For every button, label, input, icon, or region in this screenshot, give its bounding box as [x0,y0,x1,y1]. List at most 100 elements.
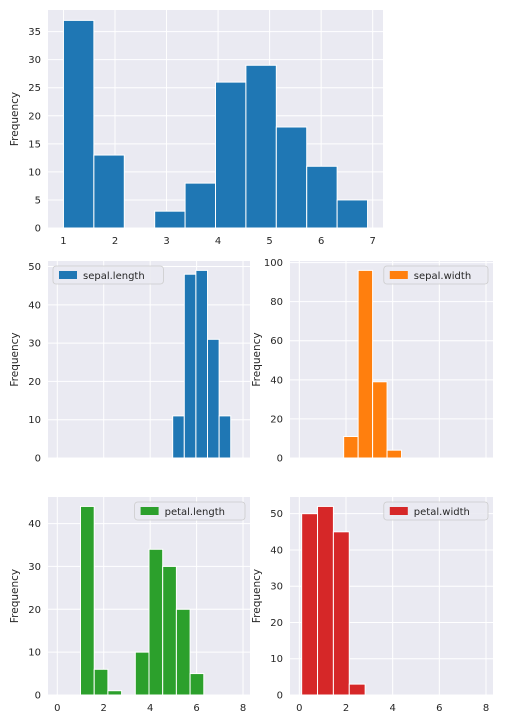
legend-box [383,265,489,285]
y-tick-label: 10 [270,654,283,665]
y-tick-label: 10 [28,648,41,659]
y-tick-label: 20 [270,618,283,629]
y-tick-label: 40 [28,300,41,311]
histogram-bar [175,608,191,696]
x-tick-label: 7 [370,236,376,247]
y-axis-label: Frequency [9,332,21,386]
x-tick-label: 6 [318,236,324,247]
histogram-bar [215,81,247,229]
y-tick-label: 30 [28,339,41,350]
x-tick-label: 2 [112,236,118,247]
histogram-bar [386,449,403,459]
y-tick-label: 50 [28,262,41,273]
histogram-bar [245,64,277,229]
y-tick-label: 40 [270,375,283,386]
y-tick-label: 20 [28,605,41,616]
x-tick-label: 5 [266,236,272,247]
y-tick-label: 80 [270,297,283,308]
x-tick-label: 0 [296,703,302,714]
subplot-1: 0 5 10 15 20 25 30 35 1 2 3 4 5 6 7 Frequency [9,10,383,247]
y-tick-label: 20 [28,377,41,388]
histogram-bar [207,338,220,459]
histogram-bar [372,381,388,459]
y-tick-label: 0 [35,224,41,235]
histogram-bar [348,683,366,696]
histogram-bar [332,531,350,696]
legend: sepal.width [383,265,489,285]
x-tick-label: 4 [389,703,395,714]
y-tick-label: 0 [35,691,41,702]
subplot-4: 0 10 20 30 40 0 2 4 6 8 Frequency petal.length [9,497,250,714]
histogram-bar [148,548,164,696]
legend-swatch [59,271,77,279]
y-tick-label: 40 [28,519,41,530]
legend-swatch [389,271,408,279]
histogram-bar [301,513,319,696]
y-tick-label: 30 [28,55,41,66]
histogram-bar [107,690,123,696]
legend-swatch [389,507,408,515]
legend: petal.width [383,501,489,521]
histogram-bar [343,436,359,459]
x-tick-label: 4 [147,703,153,714]
y-axis-label: Frequency [9,569,21,623]
histogram-bar [218,415,232,459]
histogram-bar [317,505,334,696]
legend-label: sepal.length [83,271,145,282]
x-tick-label: 3 [163,236,169,247]
y-axis-label: Frequency [251,332,263,386]
y-tick-label: 40 [270,545,283,556]
y-axis-label: Frequency [9,92,21,146]
histogram-bar [93,154,125,229]
histogram-bar [172,415,185,459]
y-tick-label: 0 [35,454,41,465]
subplot-5: 0 10 20 30 40 50 0 2 4 6 8 Frequency petal.width [251,497,493,714]
histogram-bar [93,668,109,696]
histogram-bar [134,651,150,696]
y-tick-label: 25 [28,83,41,94]
legend-box [52,265,164,285]
histogram-bar [184,182,216,229]
y-tick-label: 15 [28,139,41,150]
legend-swatch [140,507,159,515]
x-tick-label: 1 [60,236,66,247]
y-tick-label: 20 [28,111,41,122]
subplot-3: 0 20 40 60 80 100 Frequency sepal.width [251,258,493,465]
histogram-bar [183,273,197,459]
plot-area [290,261,493,458]
histogram-bar [154,210,186,229]
histogram-bar [275,126,308,229]
x-tick-label: 0 [54,703,60,714]
x-tick-label: 6 [193,703,199,714]
y-tick-label: 10 [28,415,41,426]
y-tick-label: 30 [270,582,283,593]
y-tick-label: 30 [28,562,41,573]
y-tick-label: 100 [264,258,283,269]
x-tick-label: 2 [343,703,349,714]
histogram-bar [336,199,369,229]
subplot-2: 0 10 20 30 40 50 Frequency sepal.length [9,261,250,465]
y-tick-label: 60 [270,336,283,347]
histogram-bar [189,673,205,696]
histogram-bar [162,565,177,696]
histogram-bar [195,269,209,459]
y-tick-label: 50 [270,509,283,520]
legend: petal.length [134,501,246,521]
legend: sepal.length [52,265,164,285]
histogram-bar [80,505,95,696]
legend-label: sepal.width [414,271,471,282]
y-tick-label: 0 [277,691,283,702]
legend-box [134,501,246,521]
histogram-bar [62,19,95,229]
x-tick-label: 8 [483,703,489,714]
y-tick-label: 0 [277,454,283,465]
y-tick-label: 20 [270,414,283,425]
legend-label: petal.width [414,507,470,518]
y-tick-label: 5 [35,195,41,206]
x-tick-label: 4 [215,236,221,247]
histogram-bar [306,165,338,229]
y-tick-label: 10 [28,167,41,178]
x-tick-label: 6 [436,703,442,714]
y-tick-label: 35 [28,27,41,38]
